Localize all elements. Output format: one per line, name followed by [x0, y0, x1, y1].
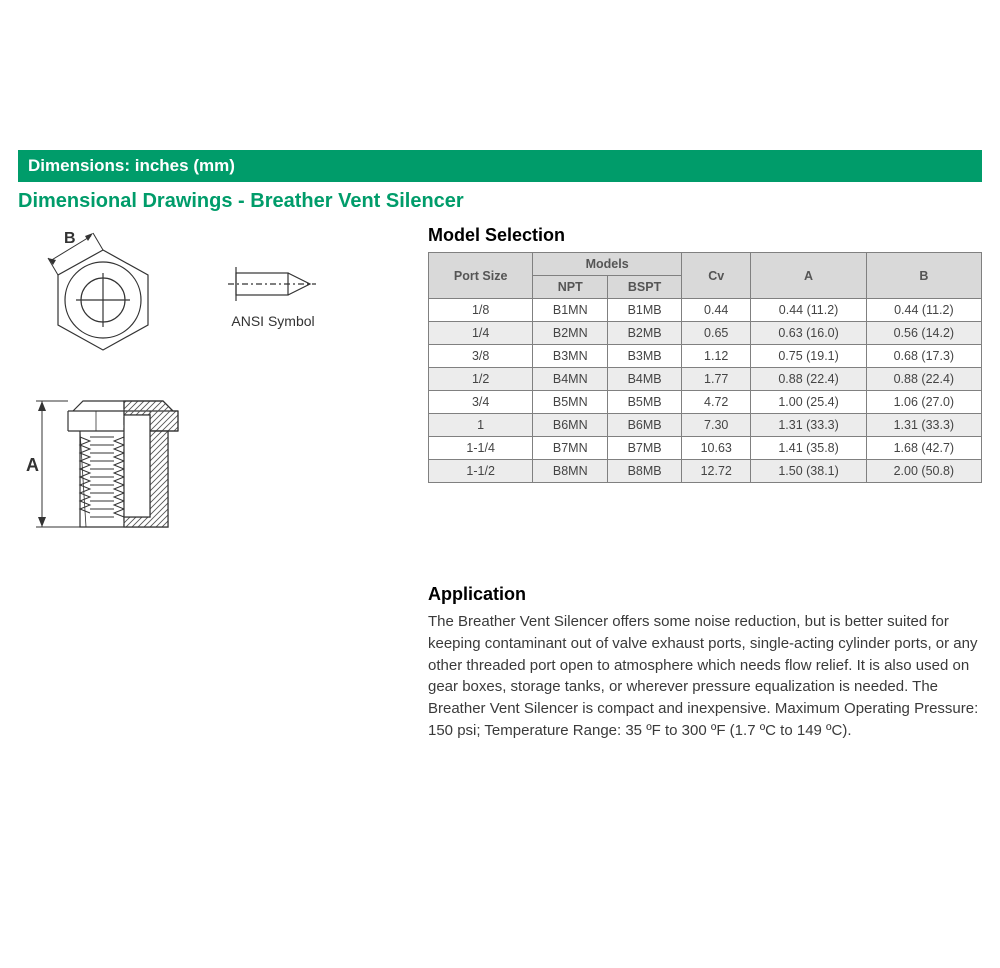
side-section-drawing: A — [18, 389, 218, 559]
cell-port: 1 — [429, 414, 533, 437]
application-block: Application The Breather Vent Silencer o… — [428, 584, 982, 742]
th-npt: NPT — [533, 276, 608, 299]
cell-b: 0.88 (22.4) — [866, 368, 981, 391]
cell-a: 0.63 (16.0) — [751, 322, 866, 345]
cell-npt: B1MN — [533, 299, 608, 322]
th-a: A — [751, 253, 866, 299]
cell-port: 1-1/4 — [429, 437, 533, 460]
cell-port: 1/2 — [429, 368, 533, 391]
table-row: 1/2B4MNB4MB1.770.88 (22.4)0.88 (22.4) — [429, 368, 982, 391]
model-selection-title: Model Selection — [428, 225, 982, 246]
cell-bspt: B7MB — [608, 437, 682, 460]
cell-b: 2.00 (50.8) — [866, 460, 981, 483]
table-row: 1-1/4B7MNB7MB10.631.41 (35.8)1.68 (42.7) — [429, 437, 982, 460]
cell-cv: 1.77 — [681, 368, 750, 391]
ansi-symbol-label: ANSI Symbol — [218, 313, 328, 329]
table-row: 1/4B2MNB2MB0.650.63 (16.0)0.56 (14.2) — [429, 322, 982, 345]
cell-a: 1.50 (38.1) — [751, 460, 866, 483]
cell-a: 1.00 (25.4) — [751, 391, 866, 414]
cell-a: 1.41 (35.8) — [751, 437, 866, 460]
table-row: 1-1/2B8MNB8MB12.721.50 (38.1)2.00 (50.8) — [429, 460, 982, 483]
cell-npt: B4MN — [533, 368, 608, 391]
table-row: 1/8B1MNB1MB0.440.44 (11.2)0.44 (11.2) — [429, 299, 982, 322]
th-models: Models — [533, 253, 682, 276]
cell-npt: B3MN — [533, 345, 608, 368]
dim-b-label: B — [64, 230, 76, 247]
cell-a: 0.88 (22.4) — [751, 368, 866, 391]
cell-b: 0.68 (17.3) — [866, 345, 981, 368]
cell-a: 1.31 (33.3) — [751, 414, 866, 437]
dimensions-banner: Dimensions: inches (mm) — [18, 150, 982, 182]
cell-cv: 0.65 — [681, 322, 750, 345]
cell-bspt: B3MB — [608, 345, 682, 368]
table-column: Model Selection Port Size Models Cv A B … — [428, 225, 982, 564]
cell-cv: 0.44 — [681, 299, 750, 322]
cell-npt: B6MN — [533, 414, 608, 437]
th-port-size: Port Size — [429, 253, 533, 299]
cell-bspt: B5MB — [608, 391, 682, 414]
cell-b: 1.68 (42.7) — [866, 437, 981, 460]
cell-cv: 12.72 — [681, 460, 750, 483]
table-row: 1B6MNB6MB7.301.31 (33.3)1.31 (33.3) — [429, 414, 982, 437]
cell-cv: 7.30 — [681, 414, 750, 437]
model-selection-table: Port Size Models Cv A B NPT BSPT 1/8B1MN… — [428, 252, 982, 483]
table-row: 3/4B5MNB5MB4.721.00 (25.4)1.06 (27.0) — [429, 391, 982, 414]
table-row: 3/8B3MNB3MB1.120.75 (19.1)0.68 (17.3) — [429, 345, 982, 368]
cell-b: 1.31 (33.3) — [866, 414, 981, 437]
cell-bspt: B1MB — [608, 299, 682, 322]
th-cv: Cv — [681, 253, 750, 299]
section-title: Dimensional Drawings - Breather Vent Sil… — [18, 190, 982, 213]
cell-port: 3/8 — [429, 345, 533, 368]
cell-b: 1.06 (27.0) — [866, 391, 981, 414]
cell-bspt: B4MB — [608, 368, 682, 391]
cell-npt: B5MN — [533, 391, 608, 414]
hex-top-view-drawing: B — [18, 225, 188, 365]
cell-b: 0.44 (11.2) — [866, 299, 981, 322]
cell-cv: 4.72 — [681, 391, 750, 414]
cell-port: 1/4 — [429, 322, 533, 345]
cell-bspt: B6MB — [608, 414, 682, 437]
ansi-symbol-block: ANSI Symbol — [218, 261, 328, 329]
cell-b: 0.56 (14.2) — [866, 322, 981, 345]
th-bspt: BSPT — [608, 276, 682, 299]
cell-port: 1/8 — [429, 299, 533, 322]
application-text: The Breather Vent Silencer offers some n… — [428, 611, 982, 742]
drawings-column: B ANSI Symbol — [18, 225, 408, 564]
th-b: B — [866, 253, 981, 299]
cell-port: 3/4 — [429, 391, 533, 414]
cell-npt: B2MN — [533, 322, 608, 345]
content-row: B ANSI Symbol — [18, 225, 982, 564]
cell-cv: 10.63 — [681, 437, 750, 460]
cell-cv: 1.12 — [681, 345, 750, 368]
cell-npt: B8MN — [533, 460, 608, 483]
cell-a: 0.44 (11.2) — [751, 299, 866, 322]
dim-a-label: A — [26, 455, 39, 475]
application-title: Application — [428, 584, 982, 605]
cell-port: 1-1/2 — [429, 460, 533, 483]
cell-bspt: B2MB — [608, 322, 682, 345]
ansi-symbol-icon — [218, 261, 328, 307]
cell-npt: B7MN — [533, 437, 608, 460]
cell-a: 0.75 (19.1) — [751, 345, 866, 368]
cell-bspt: B8MB — [608, 460, 682, 483]
